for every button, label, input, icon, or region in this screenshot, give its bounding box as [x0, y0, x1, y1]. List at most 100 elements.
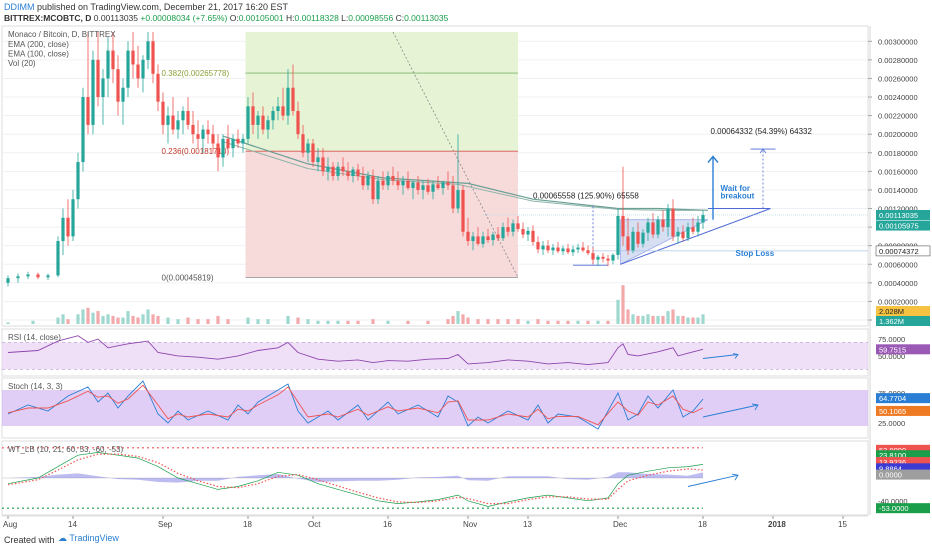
candle-body: [561, 248, 565, 252]
volume-bar: [526, 320, 530, 324]
volume-bar: [661, 315, 665, 324]
candle-body: [171, 115, 175, 130]
candle-body: [261, 115, 265, 130]
candle-body: [96, 59, 100, 98]
stoch-trend-arrow: [702, 404, 759, 418]
volume-bar: [651, 315, 655, 324]
rsi-trend-arrow: [702, 354, 739, 359]
volume-bar: [681, 315, 685, 324]
tradingview-logo[interactable]: ☁ TradingView: [58, 533, 119, 543]
candle-body: [396, 180, 400, 186]
candle-body: [541, 245, 545, 250]
price-badge: 0.00105975: [879, 222, 919, 231]
price-tick-label: 0.00260000: [878, 74, 918, 83]
time-tick-label: Dec: [613, 520, 627, 529]
candle-body: [656, 219, 660, 235]
author-link[interactable]: DDIMM: [4, 2, 35, 12]
candle-body: [231, 138, 235, 149]
wt-badge: 23.8100: [879, 451, 906, 460]
volume-bar: [56, 317, 60, 324]
stoch-trend-arrowhead: [751, 403, 759, 411]
candle-body: [391, 176, 395, 181]
candle-body: [161, 101, 165, 125]
volume-bar: [126, 311, 130, 324]
time-tick-label: Nov: [463, 520, 477, 529]
candle-body: [301, 134, 305, 153]
candle-body: [361, 176, 365, 186]
candle-body: [181, 110, 185, 121]
wt-trend-arrowhead: [731, 473, 739, 481]
candle-body: [76, 162, 80, 200]
volume-bar: [596, 320, 600, 324]
stoch-tick-label: 25.0000: [878, 419, 905, 428]
volume-bar: [626, 309, 630, 324]
ohlc-open-value: 0.00105001: [238, 13, 284, 23]
price-tick-label: 0.00140000: [878, 186, 918, 195]
volume-bar: [151, 314, 155, 324]
candle-body: [266, 120, 270, 130]
ohlc-low-label: L:: [341, 13, 349, 23]
candle-body: [441, 182, 445, 189]
volume-bar: [111, 315, 115, 324]
footer: Created with ☁ TradingView: [0, 530, 932, 550]
time-tick-label: 13: [523, 520, 532, 529]
volume-bar: [286, 315, 290, 324]
candle-body: [371, 176, 375, 200]
candle-body: [641, 232, 645, 244]
wt-title: WT_LB (10, 21, 60, 53, -60, -53): [8, 445, 124, 454]
candle-body: [236, 138, 240, 144]
candle-body: [186, 110, 190, 125]
wt-level-badge-bg: [876, 503, 930, 514]
time-tick-label: 18: [698, 520, 707, 529]
ema-200-line: [222, 135, 709, 211]
wait-for-label: Wait for: [721, 184, 750, 193]
rsi-band: [2, 342, 868, 370]
price-badge: 0.00113035: [879, 211, 918, 220]
ohlc-close-value: 0.00113035: [404, 13, 449, 23]
candle-body: [571, 249, 575, 253]
candle-body: [111, 50, 115, 70]
candle-body: [211, 134, 215, 144]
rsi-badge-bg: [876, 344, 930, 355]
candle-body: [461, 189, 465, 232]
price-pane-frame: [1, 25, 869, 327]
price-legend-item: EMA (100, close): [8, 50, 69, 59]
candle-body: [431, 184, 435, 192]
fib-level-label: 0(0.00045819): [162, 273, 214, 282]
candle-body: [351, 169, 355, 176]
volume-bar: [306, 319, 310, 324]
price-badge-bg: [876, 209, 930, 220]
candle-body: [106, 50, 110, 79]
candle-body: [421, 185, 425, 190]
volume-bar: [666, 311, 670, 324]
candle-body: [91, 59, 95, 125]
price-tick-label: 0.00200000: [878, 130, 918, 139]
volume-bar: [156, 315, 160, 324]
candle-body: [256, 115, 260, 125]
candle-body: [426, 185, 430, 192]
candle-body: [496, 234, 500, 239]
candle-body: [321, 157, 325, 172]
candle-body: [16, 276, 20, 279]
ohlc-line: BITTREX:MCOBTC, D 0.00113035 +0.00008034…: [4, 13, 448, 23]
volume-bar: [66, 319, 70, 324]
candle-body: [291, 87, 295, 111]
candle-body: [566, 248, 570, 253]
candle-body: [86, 97, 90, 125]
candle-body: [156, 73, 160, 102]
candle-body: [621, 215, 625, 237]
candle-body: [356, 169, 360, 176]
volume-bar: [6, 322, 10, 324]
candle-body: [476, 236, 480, 244]
volume-bar: [316, 320, 320, 324]
rsi-title: RSI (14, close): [8, 333, 61, 342]
symbol-label[interactable]: BITTREX:MCOBTC, D: [4, 13, 92, 23]
candle-body: [341, 166, 345, 172]
candle-body: [56, 241, 60, 276]
stoch-title: Stoch (14, 3, 3): [8, 382, 63, 391]
ohlc-high-value: 0.00118328: [294, 13, 339, 23]
candle-body: [646, 222, 650, 233]
volume-bar: [101, 315, 105, 324]
candle-body: [246, 106, 250, 139]
